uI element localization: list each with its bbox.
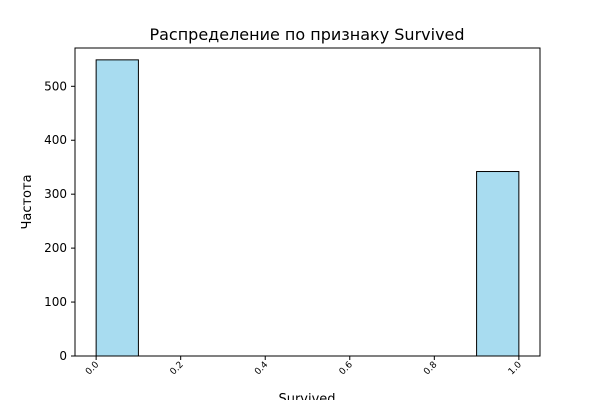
x-tick-label: 0.0 — [84, 360, 101, 377]
y-axis-label: Частота — [20, 174, 35, 229]
x-tick-label: 0.8 — [422, 360, 439, 377]
y-tick-label: 100 — [44, 295, 67, 309]
y-tick-label: 0 — [59, 349, 67, 363]
y-tick-label: 500 — [44, 79, 67, 93]
x-tick-label: 0.4 — [253, 360, 270, 377]
histogram-bar — [476, 171, 520, 357]
y-axis: 0 100 200 300 400 500 — [44, 79, 75, 363]
y-tick-label: 200 — [44, 241, 67, 255]
histogram-bar — [95, 59, 139, 357]
x-tick-label: 0.6 — [338, 360, 355, 377]
plot-frame — [74, 47, 541, 357]
x-tick-label: 1.0 — [507, 360, 524, 377]
chart-title: Распределение по признаку Survived — [149, 25, 464, 44]
x-tick-label: 0.2 — [169, 360, 186, 377]
y-tick-label: 300 — [44, 187, 67, 201]
bars-group — [95, 59, 520, 357]
x-axis-label: Survived — [278, 392, 335, 400]
x-axis: 0.0 0.2 0.4 0.6 0.8 1.0 — [84, 356, 524, 377]
y-tick-label: 400 — [44, 133, 67, 147]
